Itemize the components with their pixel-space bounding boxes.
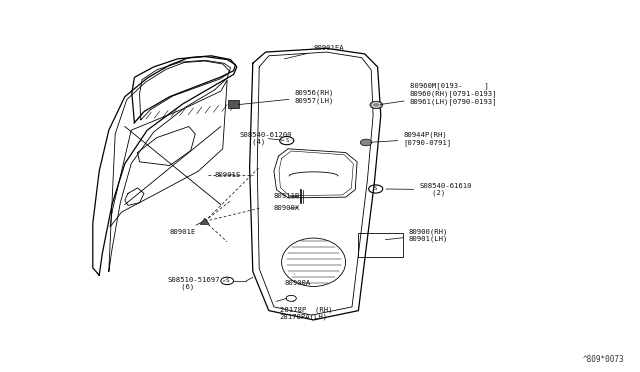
Text: 80960M[0193-     ]
80960(RH)[0791-0193]
80961(LH)[0790-0193]: 80960M[0193- ] 80960(RH)[0791-0193] 8096… — [380, 83, 497, 105]
Polygon shape — [200, 218, 209, 224]
Text: S08540-61610
   (2): S08540-61610 (2) — [386, 183, 472, 196]
Text: 80911B: 80911B — [274, 193, 300, 199]
Text: S08540-61200
   (4): S08540-61200 (4) — [239, 132, 292, 145]
Text: ^809*0073: ^809*0073 — [582, 355, 624, 364]
Text: 80900A: 80900A — [285, 274, 311, 286]
Bar — [358, 232, 403, 257]
Text: S: S — [225, 278, 229, 283]
Text: 80901E: 80901E — [214, 172, 241, 178]
Bar — [228, 100, 239, 108]
Text: 80956(RH)
80957(LH): 80956(RH) 80957(LH) — [238, 90, 334, 105]
Text: S08510-51697
   (6): S08510-51697 (6) — [168, 277, 225, 290]
Text: 80901E: 80901E — [170, 222, 202, 235]
Text: S: S — [285, 138, 288, 143]
Text: 28178P  (RH)
28178PA(LH): 28178P (RH) 28178PA(LH) — [280, 301, 332, 320]
Text: 80901EA: 80901EA — [284, 45, 344, 59]
Circle shape — [360, 139, 372, 146]
Circle shape — [370, 101, 383, 109]
Text: 80944P(RH)
[0790-0791]: 80944P(RH) [0790-0791] — [370, 132, 451, 146]
Text: S: S — [374, 186, 377, 192]
Text: 80900X: 80900X — [274, 205, 300, 211]
Text: 80900(RH)
80901(LH): 80900(RH) 80901(LH) — [385, 228, 448, 242]
